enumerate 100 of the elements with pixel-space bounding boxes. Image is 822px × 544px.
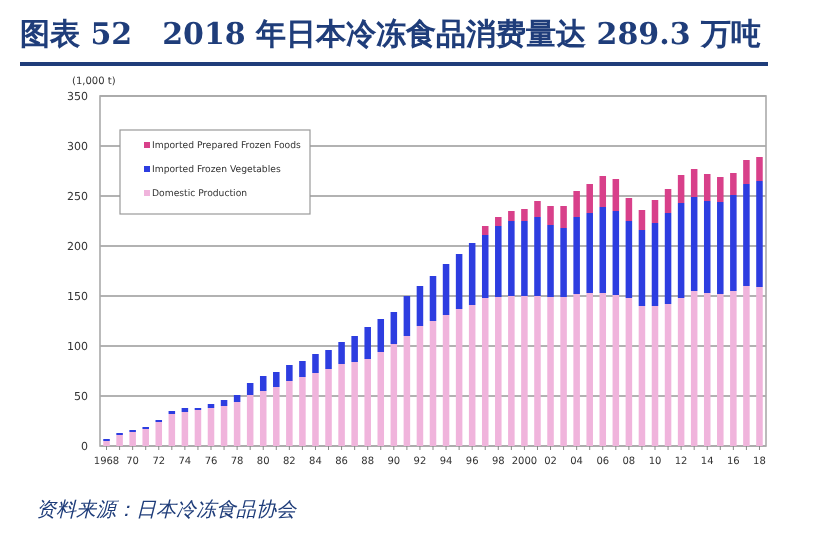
- bar: [508, 296, 515, 446]
- bar: [521, 221, 528, 296]
- bar: [599, 176, 607, 207]
- bar: [246, 395, 254, 446]
- bar: [599, 207, 607, 293]
- bar: [220, 400, 228, 406]
- bar: [377, 352, 385, 446]
- bar: [599, 293, 607, 446]
- bar: [325, 350, 332, 369]
- bar: [677, 175, 685, 203]
- bar: [155, 422, 163, 446]
- bar: [207, 408, 215, 446]
- bar: [481, 226, 489, 235]
- bar: [690, 291, 698, 446]
- bar: [495, 297, 502, 446]
- bar: [586, 293, 593, 446]
- bar: [560, 206, 567, 228]
- bar: [299, 377, 306, 446]
- bar: [690, 197, 698, 291]
- bar: [651, 223, 659, 306]
- bar: [403, 336, 411, 446]
- bar: [129, 432, 136, 446]
- bar: [468, 305, 476, 446]
- bar: [220, 406, 228, 446]
- bar: [743, 286, 750, 446]
- bar: [664, 189, 672, 213]
- bar: [403, 296, 411, 336]
- bar: [625, 198, 633, 221]
- bar: [703, 201, 711, 293]
- chart-title: 图表 52 2018 年日本冷冻食品消费量达 289.3 万吨: [20, 16, 761, 52]
- bar: [651, 200, 659, 223]
- bar: [756, 287, 763, 446]
- bar: [638, 306, 646, 446]
- bar: [325, 369, 332, 446]
- bar: [651, 306, 659, 446]
- bar: [664, 213, 672, 304]
- bar: [612, 295, 620, 446]
- bar: [547, 225, 554, 297]
- bar: [495, 217, 502, 226]
- bar: [233, 402, 241, 446]
- bar: [181, 412, 189, 446]
- bar: [416, 326, 424, 446]
- bar: [730, 291, 737, 446]
- bar: [246, 383, 254, 395]
- bar: [586, 184, 593, 213]
- bar: [547, 297, 554, 446]
- bar: [638, 210, 646, 230]
- bar: [377, 319, 385, 352]
- bar: [351, 362, 358, 446]
- bar: [455, 309, 463, 446]
- bar: [573, 217, 580, 294]
- bar: [664, 304, 672, 446]
- bar: [442, 315, 450, 446]
- bar: [455, 254, 463, 309]
- bar: [560, 297, 567, 446]
- bar: [508, 221, 515, 296]
- bar: [116, 435, 123, 446]
- bar: [312, 354, 319, 373]
- bar: [442, 264, 450, 315]
- bar: [351, 336, 358, 362]
- bar: [677, 203, 685, 298]
- bar: [338, 342, 345, 364]
- bar: [390, 344, 398, 446]
- bar: [286, 381, 293, 446]
- bar: [259, 376, 267, 391]
- bar: [299, 361, 306, 377]
- bar: [625, 221, 633, 298]
- bar: [717, 294, 724, 446]
- bar: [429, 321, 437, 446]
- bar: [756, 157, 763, 181]
- bar: [338, 364, 345, 446]
- bar: [273, 387, 280, 446]
- bar: [612, 211, 620, 295]
- bar: [717, 202, 724, 294]
- bar: [259, 391, 267, 446]
- bar: [194, 410, 202, 446]
- bar: [703, 174, 711, 201]
- bar: [429, 276, 437, 321]
- bar: [521, 296, 528, 446]
- bar: [717, 177, 724, 202]
- bar: [521, 209, 528, 221]
- bar: [534, 201, 541, 217]
- bar: [168, 414, 176, 446]
- bar: [612, 179, 620, 211]
- bar: [481, 298, 489, 446]
- bar: [534, 296, 541, 446]
- bar: [625, 298, 633, 446]
- bar: [756, 181, 763, 287]
- bar: [508, 211, 515, 221]
- bar: [743, 184, 750, 286]
- bar: [586, 213, 593, 293]
- bar: [495, 226, 502, 297]
- bar: [690, 169, 698, 197]
- bar: [416, 286, 424, 326]
- bar: [312, 373, 319, 446]
- bar: [573, 294, 580, 446]
- bar: [573, 191, 580, 217]
- text: 资料来源：日本冷冻食品协会: [36, 498, 298, 522]
- bar: [142, 429, 149, 446]
- bar: [364, 359, 371, 446]
